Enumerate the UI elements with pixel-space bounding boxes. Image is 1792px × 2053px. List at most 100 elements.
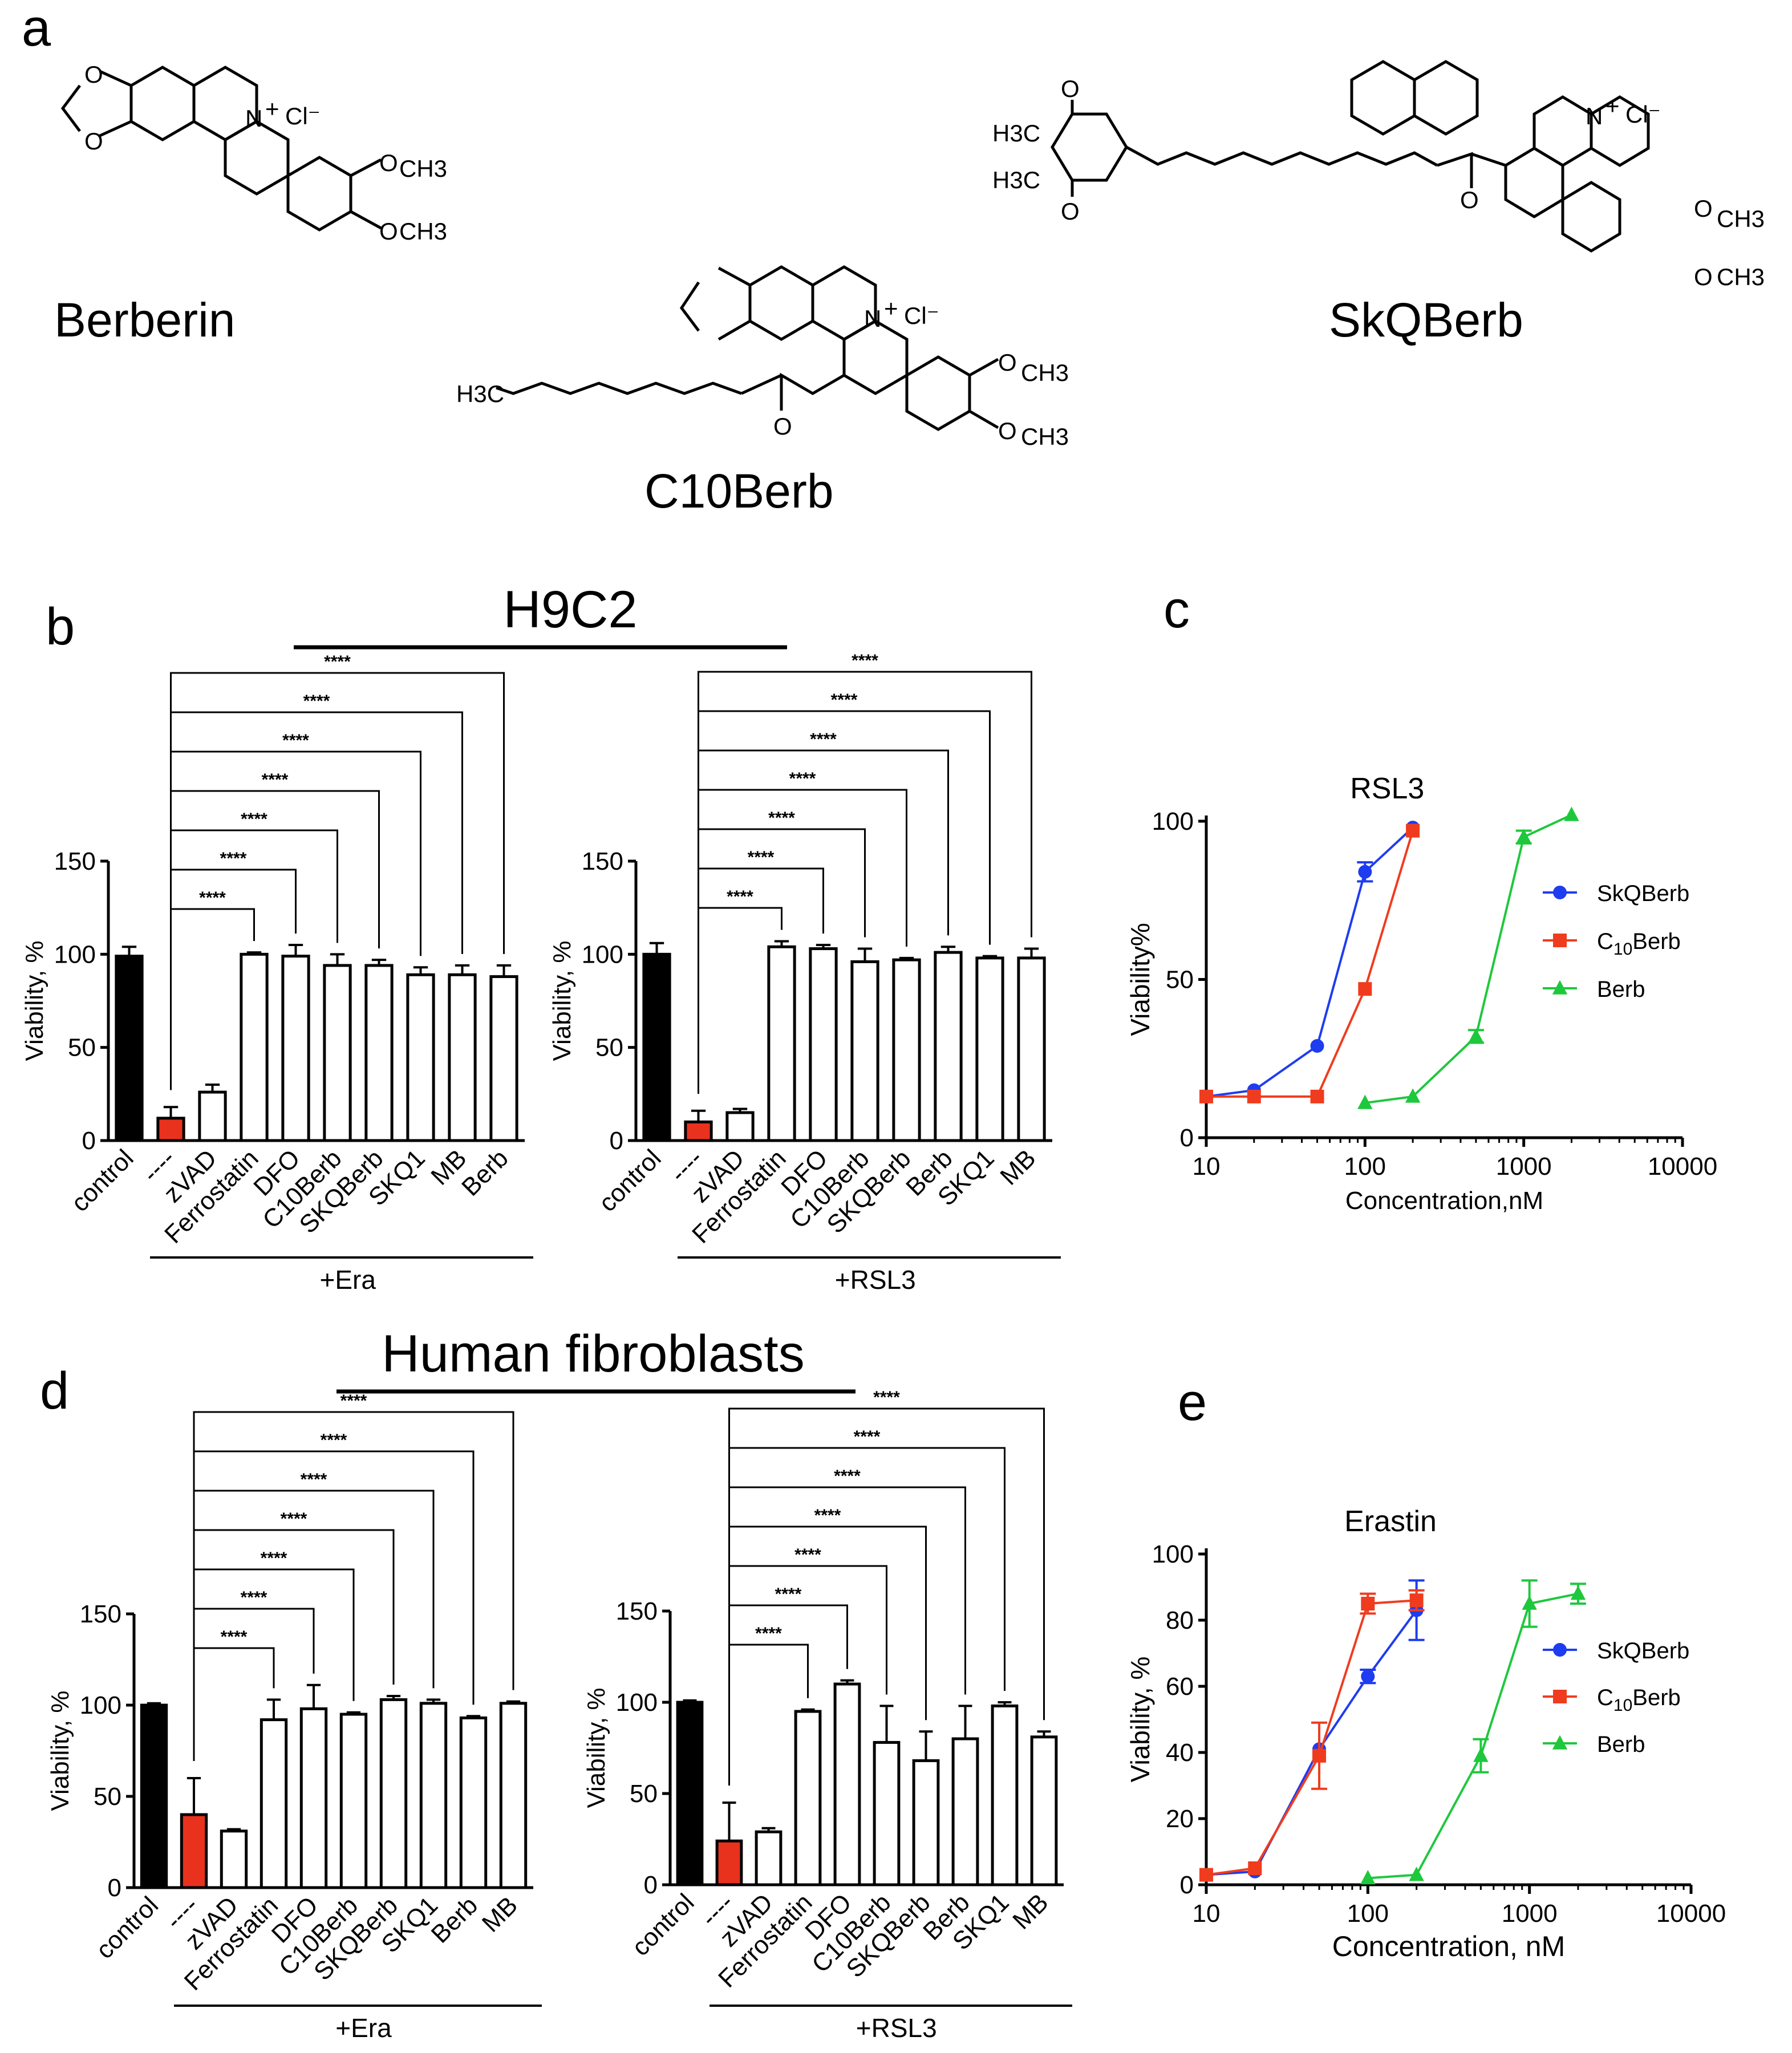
series-c10berb: C10Berb [1199, 1589, 1681, 1882]
significance-bracket [193, 1411, 514, 1761]
significance-marker: **** [303, 692, 330, 711]
svg-text:O: O [1061, 75, 1080, 102]
significance-marker: **** [873, 1388, 900, 1407]
significance-marker: **** [221, 1628, 248, 1646]
bar-berb [459, 1716, 488, 1889]
svg-text:O: O [379, 149, 398, 176]
data-point [1361, 1597, 1375, 1610]
legend-label: Berb [1597, 977, 1645, 1002]
svg-text:N: N [245, 105, 262, 132]
bar-c10berb [850, 960, 879, 1142]
significance-bracket [170, 869, 297, 1090]
bar-skqberb [379, 1698, 408, 1889]
significance-marker: **** [340, 1391, 367, 1410]
svg-text:CH3: CH3 [399, 218, 447, 245]
skqberb-counter-ion: Cl⁻ [1625, 101, 1661, 128]
significance-bracket [728, 1604, 848, 1786]
y-axis-label: Viability, % [582, 1687, 610, 1808]
bar-c10berb [323, 964, 352, 1142]
data-point [1361, 1669, 1375, 1683]
category-label-control: control [66, 1144, 139, 1217]
svg-text:CH3: CH3 [1717, 205, 1765, 232]
treatment-label: +Era [335, 2013, 392, 2043]
data-point [1247, 1089, 1261, 1103]
section-title-fibroblasts: Human fibroblasts [382, 1325, 804, 1383]
y-axis-label: Viability, % [46, 1690, 74, 1811]
series-berb: Berb [1360, 1579, 1645, 1885]
y-tick-label: 0 [1180, 1124, 1194, 1152]
data-point [1248, 1861, 1262, 1875]
skqberb-quinone-methyl: H3C [992, 120, 1040, 147]
legend-label: C10Berb [1597, 1685, 1681, 1715]
svg-text:O: O [998, 349, 1017, 376]
y-tick-label: 100 [54, 940, 96, 968]
data-point [1312, 1748, 1327, 1763]
svg-text:O: O [84, 61, 103, 88]
y-tick-label: 50 [595, 1034, 623, 1062]
bar-vehicle [156, 1117, 185, 1142]
data-point [1552, 980, 1568, 995]
bar-dfo [809, 947, 838, 1142]
series-line [1206, 830, 1414, 1098]
significance-marker: **** [794, 1545, 821, 1564]
svg-text:O: O [379, 218, 398, 245]
y-tick-label: 20 [1166, 1805, 1194, 1833]
x-axis-label: Concentration,nM [1345, 1187, 1543, 1215]
significance-marker: **** [262, 770, 289, 789]
significance-bracket [170, 672, 505, 1090]
y-tick-label: 100 [582, 940, 623, 968]
bar-mb [1030, 1735, 1058, 1886]
series-line [1365, 814, 1572, 1104]
c10berb-chain-terminus: H3C [456, 380, 504, 407]
category-label-berb: Berb [426, 1891, 483, 1948]
y-tick-label: 50 [1166, 966, 1194, 994]
bar-control [115, 955, 144, 1142]
bar-skq1 [991, 1704, 1019, 1886]
significance-bracket [728, 1407, 1045, 1786]
svg-text:+: + [265, 95, 279, 122]
data-point [1552, 1735, 1568, 1750]
significance-marker: **** [261, 1549, 287, 1568]
berberin-counter-ion: Cl⁻ [285, 103, 321, 129]
bar-mb [448, 973, 477, 1142]
y-tick-label: 0 [644, 1871, 658, 1899]
y-tick-label: 150 [80, 1600, 121, 1628]
x-tick-label: 100 [1347, 1900, 1389, 1928]
bar-control [140, 1703, 168, 1889]
significance-marker: **** [220, 849, 247, 868]
berberin-name: Berberin [54, 293, 236, 347]
section-title-h9c2: H9C2 [503, 581, 637, 639]
data-point [1473, 1747, 1489, 1762]
data-point [1409, 1867, 1424, 1881]
significance-marker: **** [748, 848, 775, 867]
y-tick-label: 60 [1166, 1673, 1194, 1701]
chart-e-erastin: Erastin 0 20 40 60 80 100 10 100 1000 10000 Concent… [1125, 1505, 1726, 1962]
significance-marker: **** [775, 1585, 802, 1604]
skqberb-name: SkQBerb [1329, 293, 1523, 347]
series-line [1206, 826, 1414, 1098]
svg-text:O: O [84, 128, 103, 155]
y-tick-label: 100 [1152, 808, 1194, 835]
y-tick-label: 150 [616, 1597, 658, 1625]
data-point [1360, 1870, 1376, 1885]
significance-marker: **** [852, 651, 878, 670]
series-c10berb: C10Berb [1199, 823, 1681, 1103]
significance-marker: **** [789, 769, 816, 788]
data-point [1570, 1585, 1586, 1600]
y-tick-label: 0 [610, 1127, 623, 1155]
bar-ferrostatin [260, 1718, 288, 1889]
series-line [1206, 1599, 1417, 1876]
svg-text:H3C: H3C [992, 167, 1040, 193]
x-tick-label: 10000 [1648, 1153, 1717, 1180]
data-point [1516, 829, 1531, 843]
svg-text:N: N [1586, 103, 1603, 129]
significance-bracket [698, 671, 1032, 1094]
structure-skqberb [1051, 60, 1650, 253]
svg-text:N: N [864, 305, 881, 332]
data-point [1310, 1089, 1324, 1103]
data-point [1405, 1088, 1421, 1103]
significance-marker: **** [282, 731, 309, 750]
x-tick-label: 10 [1193, 1900, 1221, 1928]
